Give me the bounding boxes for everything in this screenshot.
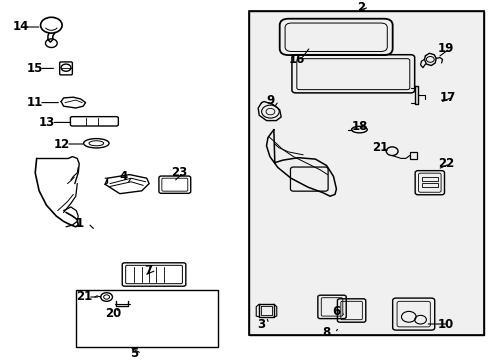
Text: 1: 1 — [76, 217, 84, 230]
Text: 23: 23 — [171, 166, 187, 179]
Text: 12: 12 — [54, 138, 70, 150]
Text: 3: 3 — [256, 318, 264, 330]
Text: 20: 20 — [105, 307, 121, 320]
Bar — [249, 11, 483, 335]
Bar — [421, 183, 437, 187]
Bar — [249, 11, 483, 335]
Text: 17: 17 — [439, 91, 455, 104]
Text: 6: 6 — [332, 305, 340, 318]
Text: 7: 7 — [144, 264, 152, 276]
Text: 16: 16 — [288, 53, 304, 66]
Text: 9: 9 — [266, 94, 274, 107]
Text: 10: 10 — [437, 318, 453, 330]
Text: 19: 19 — [437, 42, 453, 55]
Bar — [409, 152, 416, 159]
Text: 21: 21 — [76, 291, 92, 303]
Text: 21: 21 — [371, 141, 387, 154]
Bar — [421, 177, 437, 181]
Text: 22: 22 — [437, 157, 453, 170]
Text: 14: 14 — [12, 21, 28, 33]
Text: 4: 4 — [120, 170, 128, 183]
Text: 2: 2 — [356, 1, 365, 14]
Bar — [76, 290, 217, 347]
Bar — [249, 11, 483, 335]
Text: 11: 11 — [27, 96, 43, 109]
Text: 13: 13 — [39, 116, 55, 129]
Text: 8: 8 — [322, 327, 330, 339]
Text: 18: 18 — [351, 120, 367, 132]
Text: 5: 5 — [129, 347, 138, 360]
Text: 15: 15 — [27, 62, 43, 75]
